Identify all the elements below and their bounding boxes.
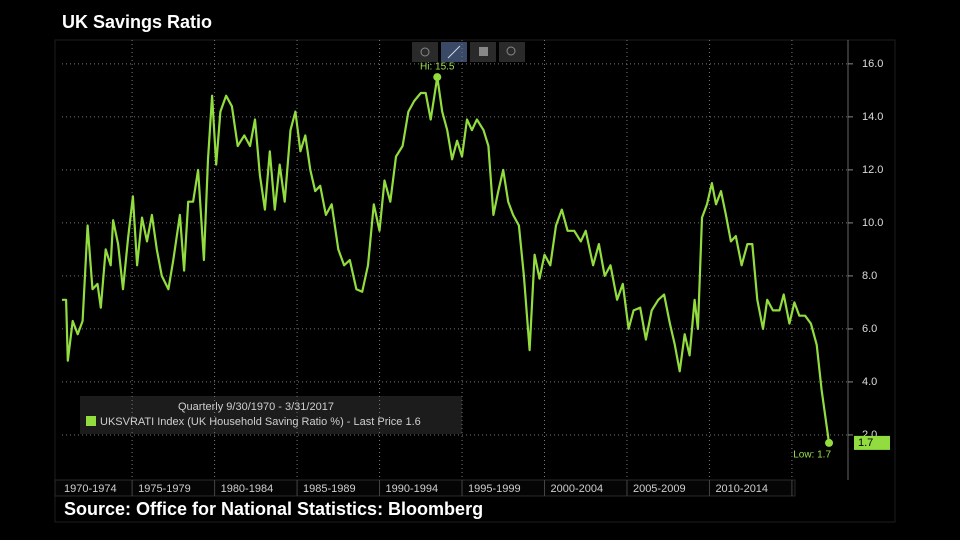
x-tick-label: 1980-1984 <box>221 483 274 495</box>
y-tick-label: 14.0 <box>862 111 883 123</box>
x-axis-band <box>54 479 796 497</box>
legend-header: Quarterly 9/30/1970 - 3/31/2017 <box>178 401 334 413</box>
low-label: Low: 1.7 <box>793 450 831 461</box>
y-tick-label: 10.0 <box>862 217 883 229</box>
x-tick-label: 1975-1979 <box>138 483 191 495</box>
y-tick-label: 12.0 <box>862 164 883 176</box>
tool-zoom[interactable] <box>499 42 525 62</box>
high-label: Hi: 15.5 <box>420 62 455 73</box>
legend-label: UKSVRATI Index (UK Household Saving Rati… <box>100 416 421 428</box>
tool-icon <box>420 47 430 57</box>
x-tick-label: 2000-2004 <box>550 483 603 495</box>
tool-icon <box>479 47 488 56</box>
x-tick-label: 2010-2014 <box>715 483 768 495</box>
y-tick-label: 4.0 <box>862 376 877 388</box>
last-price-label: 1.7 <box>858 437 873 449</box>
y-tick-label: 8.0 <box>862 270 877 282</box>
y-tick-label: 6.0 <box>862 323 877 335</box>
toolbar <box>412 42 525 62</box>
tool-icon <box>506 46 516 56</box>
x-tick-label: 2005-2009 <box>633 483 686 495</box>
source-note: Source: Office for National Statistics: … <box>64 499 483 519</box>
y-tick-label: 16.0 <box>862 58 883 70</box>
last-price-tag <box>854 435 890 450</box>
tool-icon <box>447 45 461 59</box>
x-tick-label: 1995-1999 <box>468 483 521 495</box>
legend-swatch <box>86 416 96 426</box>
x-tick-label: 1990-1994 <box>386 483 439 495</box>
x-tick-label: 1985-1989 <box>303 483 356 495</box>
tool-crosshair[interactable] <box>412 42 438 62</box>
x-tick-label: 1970-1974 <box>64 483 117 495</box>
panel-frame <box>54 39 896 523</box>
chart-title: UK Savings Ratio <box>62 12 212 32</box>
legend <box>80 396 462 434</box>
high-marker <box>433 73 442 82</box>
low-marker <box>825 438 834 447</box>
